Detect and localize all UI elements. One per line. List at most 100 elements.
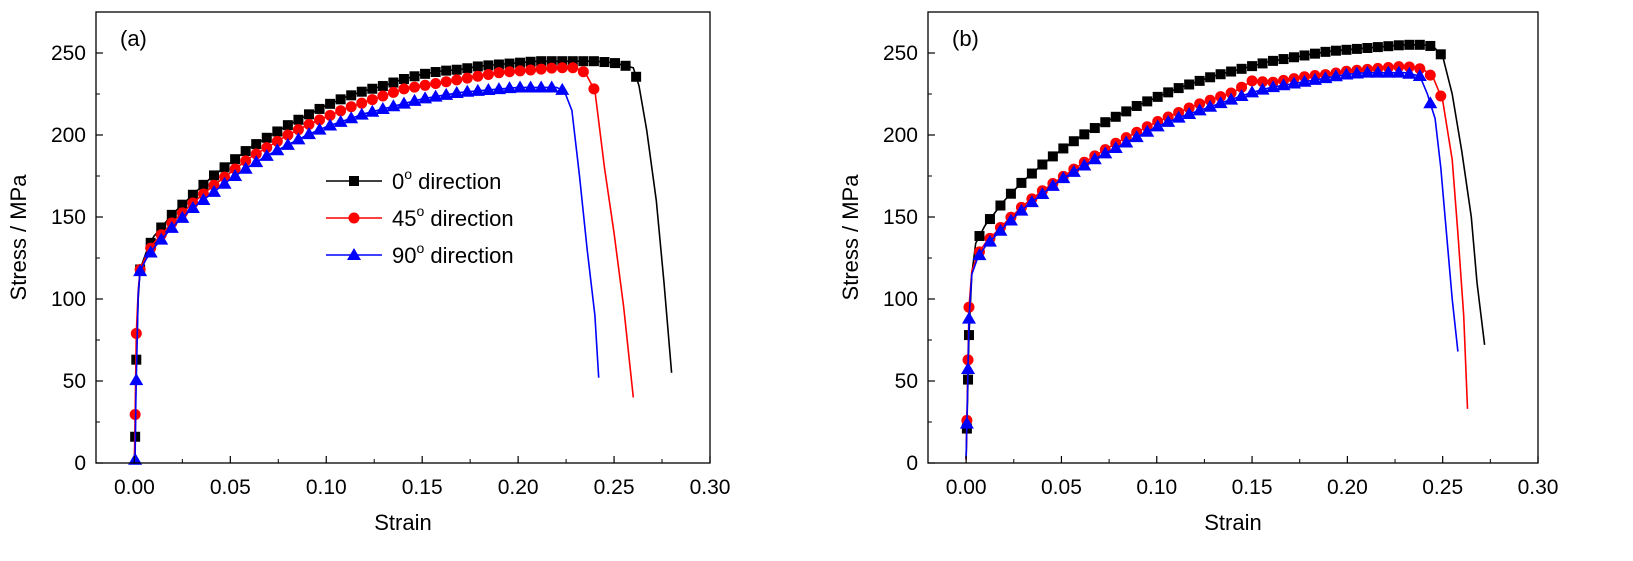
- data-point: [1236, 63, 1247, 74]
- data-point: [335, 105, 347, 117]
- data-point: [301, 127, 316, 140]
- data-point: [344, 111, 359, 124]
- data-point: [238, 161, 253, 174]
- legend-entry: 0o direction: [392, 166, 501, 194]
- data-point: [557, 56, 568, 67]
- data-point: [441, 65, 452, 76]
- data-point: [1045, 178, 1060, 191]
- data-point: [1257, 58, 1268, 69]
- data-point: [1297, 74, 1312, 87]
- data-point: [462, 63, 473, 74]
- y-tick-label: 100: [883, 288, 918, 311]
- data-point: [1024, 195, 1039, 208]
- data-point: [335, 94, 346, 105]
- data-point: [599, 57, 610, 68]
- data-point: [219, 162, 230, 173]
- data-point: [1110, 111, 1121, 122]
- data-point: [972, 248, 987, 261]
- data-point: [177, 199, 188, 210]
- data-point: [1360, 65, 1375, 78]
- data-point: [280, 137, 295, 150]
- data-point: [1245, 85, 1260, 98]
- data-point: [1140, 124, 1155, 137]
- data-point: [1236, 81, 1248, 93]
- data-point: [961, 311, 976, 324]
- data-point: [440, 76, 452, 88]
- data-point: [556, 62, 568, 74]
- y-tick-label: 250: [883, 42, 918, 65]
- data-point: [1414, 63, 1426, 75]
- data-point: [525, 64, 537, 76]
- data-point: [1309, 48, 1320, 59]
- data-point: [1037, 159, 1048, 170]
- data-point: [1192, 103, 1207, 116]
- data-point: [1299, 50, 1310, 61]
- data-point: [1173, 83, 1184, 94]
- data-point: [1068, 136, 1079, 147]
- data-point: [282, 120, 293, 131]
- legend-entry: 45o direction: [392, 203, 514, 231]
- data-point: [513, 80, 528, 93]
- y-tick-label: 200: [51, 124, 86, 147]
- data-point: [428, 89, 443, 102]
- data-point: [974, 231, 985, 242]
- data-point: [1246, 75, 1258, 87]
- data-point: [1307, 72, 1322, 85]
- series-line: [965, 65, 1469, 460]
- data-point: [577, 66, 589, 78]
- data-point: [1381, 65, 1396, 78]
- data-point: [154, 232, 169, 245]
- data-point: [1016, 177, 1027, 188]
- data-point: [1119, 135, 1134, 148]
- x-tick-label: 0.30: [1518, 476, 1559, 499]
- y-tick-label: 0: [906, 452, 918, 475]
- data-point: [1414, 39, 1425, 50]
- series-90-deg: [959, 65, 1459, 459]
- data-point: [1391, 65, 1406, 78]
- data-point: [377, 90, 389, 102]
- y-tick-label: 250: [51, 42, 86, 65]
- x-tick-label: 0.20: [1327, 476, 1368, 499]
- data-point: [217, 176, 232, 189]
- data-point: [993, 223, 1008, 236]
- data-point: [377, 81, 388, 92]
- x-tick-label: 0.10: [1136, 476, 1177, 499]
- data-point: [388, 77, 399, 88]
- data-point: [1089, 123, 1100, 134]
- data-point: [291, 132, 306, 145]
- data-point: [1121, 106, 1132, 117]
- data-point: [228, 169, 243, 181]
- data-point: [523, 80, 538, 93]
- data-point: [504, 58, 515, 69]
- data-point: [345, 101, 357, 113]
- data-point: [491, 82, 506, 95]
- data-point: [354, 107, 369, 120]
- data-point: [1287, 76, 1301, 89]
- data-point: [209, 170, 220, 181]
- data-point: [249, 155, 264, 168]
- x-tick-label: 0.30: [690, 476, 731, 499]
- data-point: [156, 222, 167, 233]
- x-tick-label: 0.15: [1232, 476, 1273, 499]
- data-point: [1182, 107, 1197, 120]
- data-point: [1412, 68, 1427, 81]
- data-point: [546, 62, 558, 74]
- data-point: [1255, 82, 1270, 95]
- data-point: [1058, 143, 1069, 154]
- data-point: [198, 179, 209, 190]
- data-point: [1003, 213, 1018, 226]
- data-point: [1425, 40, 1436, 51]
- x-tick-label: 0.05: [210, 476, 251, 499]
- data-point: [1234, 88, 1249, 101]
- data-point: [293, 114, 304, 125]
- data-point: [1268, 55, 1279, 66]
- data-point: [292, 124, 304, 136]
- data-point: [128, 452, 143, 465]
- y-tick-label: 100: [51, 288, 86, 311]
- data-point: [961, 362, 976, 375]
- data-point: [483, 60, 494, 71]
- data-point: [230, 154, 241, 165]
- data-point: [143, 245, 158, 258]
- series-90-deg: [128, 80, 600, 465]
- y-tick-label: 200: [883, 124, 918, 147]
